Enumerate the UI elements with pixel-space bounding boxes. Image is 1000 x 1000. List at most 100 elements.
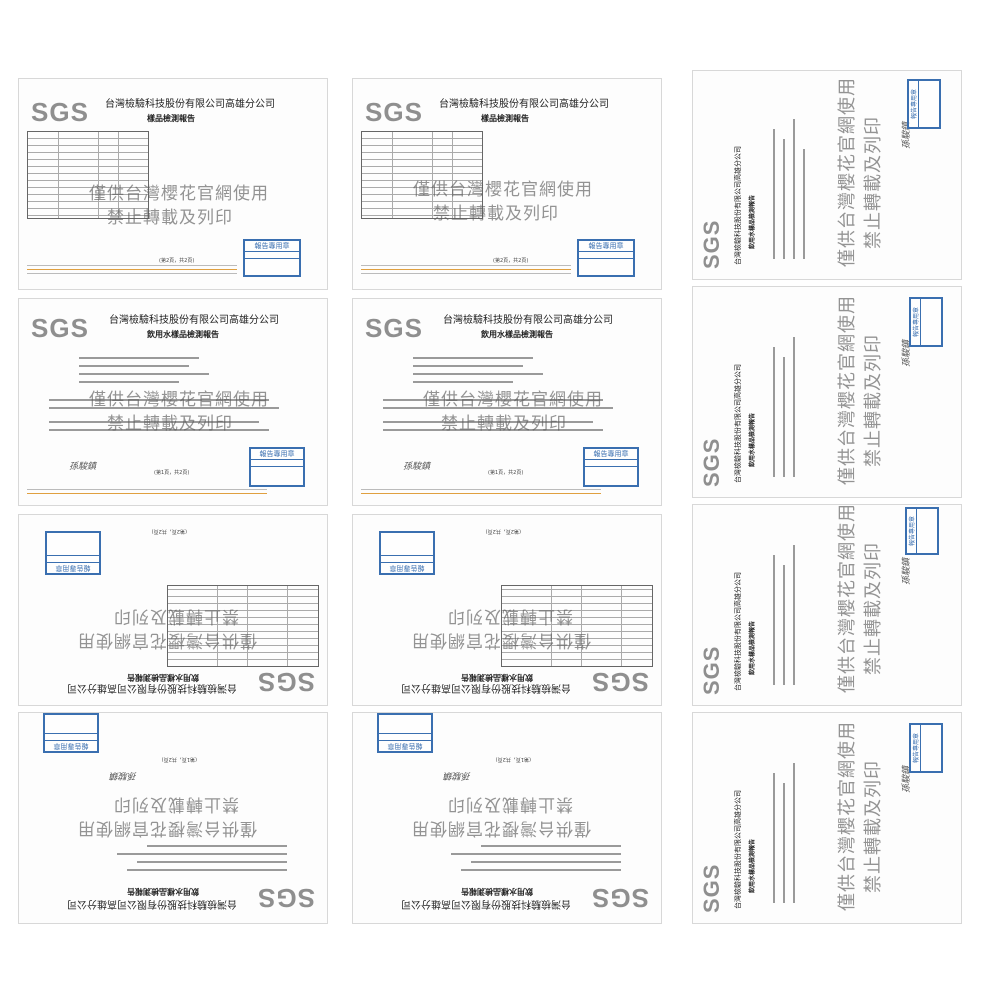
report-sheet-drinking-3: SGS 台灣檢驗科技股份有限公司高雄分公司 飲用水樣品檢測報告 僅供台灣櫻花官網…	[352, 298, 662, 506]
report-title: 飲用水樣品檢測報告	[749, 838, 756, 893]
watermark-line2: 禁止轉載及列印	[107, 208, 233, 228]
watermark-line1: 僅供台灣櫻花官網使用	[837, 295, 858, 485]
company-name: 台灣檢驗科技股份有限公司高雄分公司	[401, 682, 571, 693]
results-table	[27, 131, 149, 219]
watermark-line1: 僅供台灣櫻花官網使用	[837, 504, 858, 693]
report-sheet-results-1: SGS 台灣檢驗科技股份有限公司高雄分公司 樣品檢測報告 僅供台灣櫻花官網使用 …	[18, 78, 328, 290]
company-name: 台灣檢驗科技股份有限公司高雄分公司	[439, 99, 609, 110]
report-stamp: 報告專用章	[43, 713, 99, 753]
company-name: 台灣檢驗科技股份有限公司高雄分公司	[734, 790, 742, 909]
signature: 孫駿鎮	[109, 770, 137, 780]
watermark-line1: 僅供台灣櫻花官網使用	[89, 184, 269, 204]
company-name: 台灣檢驗科技股份有限公司高雄分公司	[109, 315, 279, 326]
report-stamp: 報告專用章	[377, 713, 433, 753]
sgs-logo: SGS	[31, 97, 89, 127]
report-sheet-rotated-2: SGS 台灣檢驗科技股份有限公司高雄分公司 飲用水樣品檢測報告 僅供台灣櫻花官網…	[692, 286, 962, 498]
sgs-logo: SGS	[699, 645, 724, 695]
sgs-logo: SGS	[699, 863, 724, 913]
company-name: 台灣檢驗科技股份有限公司高雄分公司	[67, 898, 237, 909]
watermark-line2: 禁止轉載及列印	[863, 116, 884, 249]
sgs-logo: SGS	[591, 883, 649, 913]
watermark-line1: 僅供台灣櫻花官網使用	[77, 630, 257, 650]
sgs-logo: SGS	[257, 667, 315, 697]
sgs-logo: SGS	[699, 219, 724, 269]
report-stamp: 報告專用章	[249, 447, 305, 487]
company-name: 台灣檢驗科技股份有限公司高雄分公司	[105, 99, 275, 110]
watermark-line2: 禁止轉載及列印	[447, 606, 573, 626]
report-title: 飲用水樣品檢測報告	[749, 412, 756, 467]
watermark-line2: 禁止轉載及列印	[447, 794, 573, 814]
sgs-logo: SGS	[365, 97, 423, 127]
signature: 孫駿鎮	[69, 462, 97, 472]
footer-lines	[27, 489, 267, 505]
report-title: 飲用水樣品檢測報告	[481, 329, 553, 339]
watermark-line2: 禁止轉載及列印	[863, 542, 884, 675]
watermark-line1: 僅供台灣櫻花官網使用	[413, 180, 593, 200]
report-sheet-drinking-1: SGS 台灣檢驗科技股份有限公司高雄分公司 飲用水樣品檢測報告 僅供台灣櫻花官網…	[18, 298, 328, 506]
report-title: 飲用水樣品檢測報告	[749, 194, 756, 249]
report-sheet-rotated-1: SGS 台灣檢驗科技股份有限公司高雄分公司 飲用水樣品檢測報告 僅供台灣櫻花官網…	[692, 70, 962, 280]
company-name: 台灣檢驗科技股份有限公司高雄分公司	[443, 315, 613, 326]
page-number: (第2頁，共2頁)	[159, 258, 195, 264]
company-name: 台灣檢驗科技股份有限公司高雄分公司	[401, 898, 571, 909]
watermark-line2: 禁止轉載及列印	[441, 414, 567, 434]
report-sheet-results-4: SGS 台灣檢驗科技股份有限公司高雄分公司 飲用水樣品檢測報告 僅供台灣櫻花官網…	[352, 514, 662, 706]
signature: 孫駿鎮	[403, 462, 431, 472]
page-number: (第2頁，共2頁)	[493, 258, 529, 264]
watermark-line1: 僅供台灣櫻花官網使用	[423, 390, 603, 410]
watermark-line1: 僅供台灣櫻花官網使用	[411, 630, 591, 650]
watermark-line1: 僅供台灣櫻花官網使用	[411, 818, 591, 838]
company-name: 台灣檢驗科技股份有限公司高雄分公司	[734, 572, 742, 691]
report-stamp: 報告專用章	[45, 531, 101, 575]
report-title: 飲用水樣品檢測報告	[749, 620, 756, 675]
watermark-line1: 僅供台灣櫻花官網使用	[837, 77, 858, 267]
watermark-line2: 禁止轉載及列印	[863, 334, 884, 467]
sgs-logo: SGS	[365, 313, 423, 343]
report-sheet-results-2: SGS 台灣檢驗科技股份有限公司高雄分公司 飲用水樣品檢測報告 僅供台灣櫻花官網…	[18, 514, 328, 706]
report-sheet-results-3: SGS 台灣檢驗科技股份有限公司高雄分公司 樣品檢測報告 僅供台灣櫻花官網使用 …	[352, 78, 662, 290]
report-stamp: 報告專用章	[909, 297, 943, 347]
signature: 孫駿鎮	[902, 557, 912, 585]
sgs-logo: SGS	[591, 667, 649, 697]
report-title: 飲用水樣品檢測報告	[461, 887, 533, 897]
page-number: (第2頁，共2頁)	[151, 528, 187, 534]
sgs-logo: SGS	[31, 313, 89, 343]
watermark-line2: 禁止轉載及列印	[433, 204, 559, 224]
watermark-line2: 禁止轉載及列印	[113, 794, 239, 814]
company-name: 台灣檢驗科技股份有限公司高雄分公司	[734, 364, 742, 483]
report-stamp: 報告專用章	[909, 723, 943, 773]
page-number: (第1頁，共2頁)	[488, 470, 524, 476]
report-stamp: 報告專用章	[379, 531, 435, 575]
watermark-line2: 禁止轉載及列印	[863, 760, 884, 893]
report-stamp: 報告專用章	[905, 507, 939, 555]
report-stamp: 報告專用章	[243, 239, 301, 277]
report-title: 樣品檢測報告	[481, 113, 529, 123]
footer-lines	[361, 265, 571, 281]
report-stamp: 報告專用章	[907, 79, 941, 129]
sgs-logo: SGS	[257, 883, 315, 913]
report-sheet-rotated-3: SGS 台灣檢驗科技股份有限公司高雄分公司 飲用水樣品檢測報告 僅供台灣櫻花官網…	[692, 504, 962, 706]
report-stamp: 報告專用章	[577, 239, 635, 277]
watermark-line1: 僅供台灣櫻花官網使用	[837, 721, 858, 911]
watermark-line2: 禁止轉載及列印	[107, 414, 233, 434]
sgs-logo: SGS	[699, 437, 724, 487]
report-title: 飲用水樣品檢測報告	[127, 673, 199, 683]
company-name: 台灣檢驗科技股份有限公司高雄分公司	[734, 146, 742, 265]
report-sheet-drinking-4: SGS 台灣檢驗科技股份有限公司高雄分公司 飲用水樣品檢測報告 僅供台灣櫻花官網…	[352, 712, 662, 924]
watermark-line2: 禁止轉載及列印	[113, 606, 239, 626]
report-title: 飲用水樣品檢測報告	[127, 887, 199, 897]
report-title: 樣品檢測報告	[147, 113, 195, 123]
report-sheet-rotated-4: SGS 台灣檢驗科技股份有限公司高雄分公司 飲用水樣品檢測報告 僅供台灣櫻花官網…	[692, 712, 962, 924]
report-title: 飲用水樣品檢測報告	[147, 329, 219, 339]
results-table	[361, 131, 483, 219]
page-number: (第1頁，共2頁)	[495, 756, 531, 762]
report-sheet-drinking-2: SGS 台灣檢驗科技股份有限公司高雄分公司 飲用水樣品檢測報告 僅供台灣櫻花官網…	[18, 712, 328, 924]
page-number: (第1頁，共2頁)	[161, 756, 197, 762]
report-stamp: 報告專用章	[583, 447, 639, 487]
footer-lines	[27, 265, 237, 281]
watermark-line1: 僅供台灣櫻花官網使用	[89, 390, 269, 410]
watermark-line1: 僅供台灣櫻花官網使用	[77, 818, 257, 838]
footer-lines	[361, 489, 601, 505]
company-name: 台灣檢驗科技股份有限公司高雄分公司	[67, 682, 237, 693]
report-title: 飲用水樣品檢測報告	[461, 673, 533, 683]
